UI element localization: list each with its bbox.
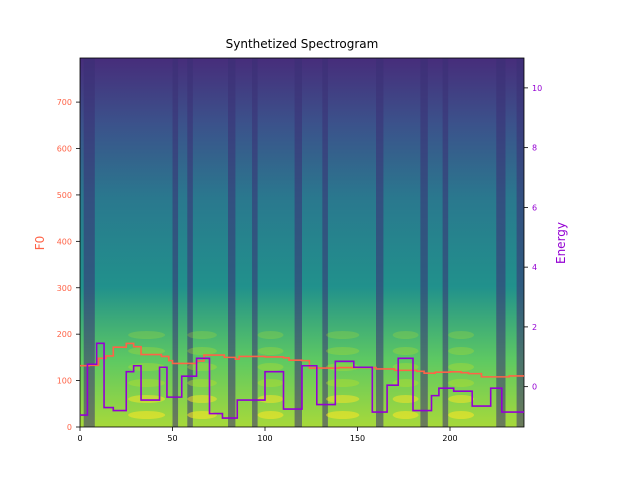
- harmonic-band-1-1: [187, 395, 217, 403]
- harmonic-band-5-5: [448, 331, 475, 339]
- harmonic-band-3-0: [326, 411, 360, 419]
- series-lines: [80, 342, 524, 419]
- spectrogram-gap-2: [187, 58, 193, 427]
- harmonic-band-2-5: [257, 331, 284, 339]
- harmonic-band-3-4: [326, 347, 360, 355]
- harmonic-band-5-4: [448, 347, 475, 355]
- spectrogram-gaps: [83, 58, 524, 427]
- chart-title: Synthetized Spectrogram: [226, 37, 379, 51]
- y-right-tick-label: 0: [532, 383, 537, 392]
- harmonic-band-1-4: [187, 347, 217, 355]
- y-left-tick-label: 300: [57, 284, 72, 293]
- harmonic-band-1-0: [187, 411, 217, 419]
- harmonic-band-0-0: [128, 411, 166, 419]
- x-axis: 0 50 100 150 200: [77, 427, 458, 443]
- spectrogram-gap-5: [294, 58, 302, 427]
- series-energy-line: [80, 342, 524, 419]
- spectrogram-gap-8: [420, 58, 428, 427]
- harmonic-band-5-3: [448, 363, 475, 371]
- harmonic-band-2-2: [257, 379, 284, 387]
- spectrogram-gap-11: [516, 58, 524, 427]
- spectrogram-gap-6: [322, 58, 328, 427]
- y-right-tick-label: 6: [532, 203, 537, 212]
- y-left-tick-label: 400: [57, 237, 72, 246]
- y-axis-right-label: Energy: [554, 222, 568, 264]
- spectrogram-gap-9: [442, 58, 449, 427]
- harmonic-band-0-5: [128, 331, 166, 339]
- x-tick-label: 150: [350, 434, 365, 443]
- harmonic-band-2-3: [257, 363, 284, 371]
- spectrogram-gap-3: [228, 58, 236, 427]
- y-left-tick-label: 200: [57, 330, 72, 339]
- harmonic-band-5-0: [448, 411, 475, 419]
- harmonic-band-2-0: [257, 411, 284, 419]
- harmonic-band-4-2: [392, 379, 419, 387]
- y-axis-right: 0 2 4 6 8 10: [524, 84, 542, 392]
- y-right-tick-label: 2: [532, 323, 537, 332]
- harmonic-band-0-4: [128, 347, 166, 355]
- harmonic-band-3-2: [326, 379, 360, 387]
- y-axis-left: 0 100 200 300 400 500 600 700: [57, 98, 80, 432]
- harmonic-band-4-4: [392, 347, 419, 355]
- x-tick-label: 200: [442, 434, 457, 443]
- harmonic-band-5-1: [448, 395, 475, 403]
- harmonic-band-0-1: [128, 395, 166, 403]
- harmonic-band-2-1: [257, 395, 284, 403]
- harmonic-band-4-3: [392, 363, 419, 371]
- spectrogram-gap-7: [376, 58, 384, 427]
- y-right-tick-label: 4: [532, 263, 537, 272]
- harmonic-band-4-5: [392, 331, 419, 339]
- spectrogram-gap-1: [172, 58, 179, 427]
- harmonic-band-2-4: [257, 347, 284, 355]
- y-left-tick-label: 100: [57, 377, 72, 386]
- harmonic-band-3-5: [326, 331, 360, 339]
- harmonic-band-1-2: [187, 379, 217, 387]
- series-f0-line: [80, 342, 524, 378]
- y-right-tick-label: 10: [532, 84, 542, 93]
- spectrogram-gap-10: [496, 58, 506, 427]
- spectrogram-gap-0: [83, 58, 95, 427]
- x-tick-label: 50: [167, 434, 177, 443]
- y-left-tick-label: 500: [57, 191, 72, 200]
- plot-frame: [79, 57, 525, 428]
- harmonic-band-3-1: [326, 395, 360, 403]
- spectrogram-gap-4: [252, 58, 258, 427]
- harmonic-band-1-5: [187, 331, 217, 339]
- harmonic-band-4-1: [392, 395, 419, 403]
- x-tick-label: 100: [257, 434, 272, 443]
- y-left-tick-label: 600: [57, 145, 72, 154]
- x-tick-label: 0: [77, 434, 82, 443]
- harmonic-band-4-0: [392, 411, 419, 419]
- harmonic-band-5-2: [448, 379, 475, 387]
- harmonic-band-0-2: [128, 379, 166, 387]
- y-left-tick-label: 0: [67, 423, 72, 432]
- y-right-tick-label: 8: [532, 144, 537, 153]
- y-axis-left-label: F0: [33, 236, 47, 251]
- y-left-tick-label: 700: [57, 98, 72, 107]
